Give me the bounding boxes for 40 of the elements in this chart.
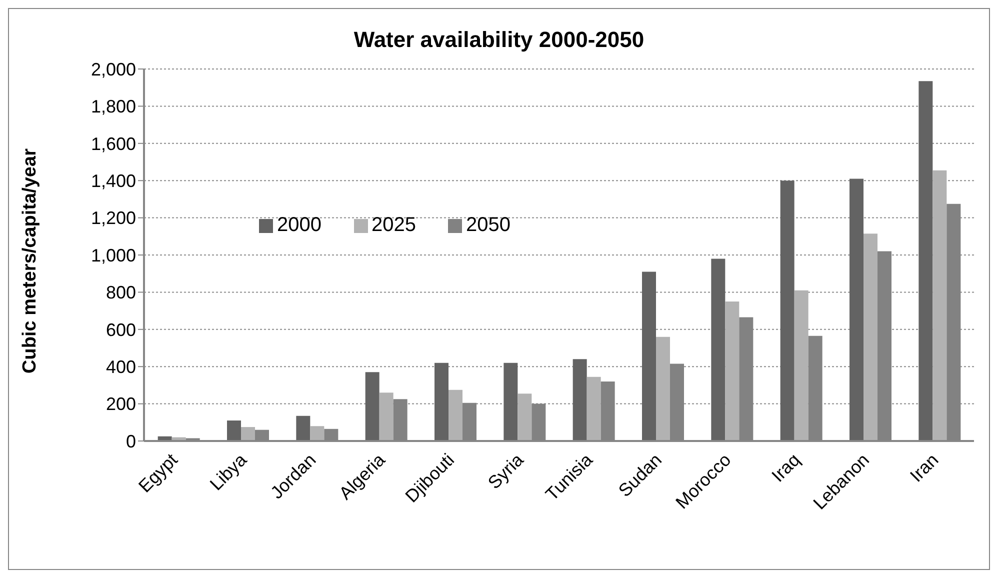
legend-label: 2050: [466, 214, 510, 236]
legend-label: 2000: [277, 214, 322, 236]
x-tick-label: Iraq: [768, 450, 804, 486]
y-tick-label: 600: [106, 320, 136, 340]
bar: [296, 416, 310, 441]
y-tick-label: 1,600: [90, 134, 136, 154]
chart-title: Water availability 2000-2050: [352, 27, 646, 53]
y-tick-label: 1,800: [90, 96, 136, 117]
bar: [518, 394, 532, 441]
bar: [504, 362, 518, 441]
bar: [850, 178, 864, 441]
bar: [864, 234, 878, 441]
bar: [711, 258, 726, 441]
bar: [227, 420, 241, 441]
legend-label: 2025: [372, 214, 416, 236]
bar: [365, 372, 380, 441]
bar: [434, 362, 448, 441]
y-axis-title: Cubic meters/capita/year: [19, 148, 41, 374]
bar: [379, 392, 394, 441]
bar: [794, 290, 808, 441]
bar: [310, 426, 324, 441]
y-tick-label: 200: [106, 394, 136, 414]
bar: [586, 376, 601, 441]
bar: [932, 170, 947, 441]
bar: [918, 81, 933, 441]
bar: [448, 390, 462, 441]
bar: [725, 302, 740, 441]
x-tick-label: Iran: [906, 450, 942, 486]
y-tick-label: 1,400: [90, 170, 136, 191]
bar: [780, 180, 794, 441]
y-tick-label: 1,000: [90, 245, 136, 266]
bar: [241, 427, 255, 441]
bar: [642, 272, 656, 441]
bar: [572, 359, 587, 441]
y-tick-label: 2,000: [90, 59, 136, 80]
bar: [656, 336, 670, 441]
y-tick-label: 1,200: [90, 208, 136, 228]
y-tick-label: 0: [126, 431, 136, 452]
y-tick-label: 400: [106, 356, 136, 377]
y-tick-label: 800: [106, 282, 136, 303]
